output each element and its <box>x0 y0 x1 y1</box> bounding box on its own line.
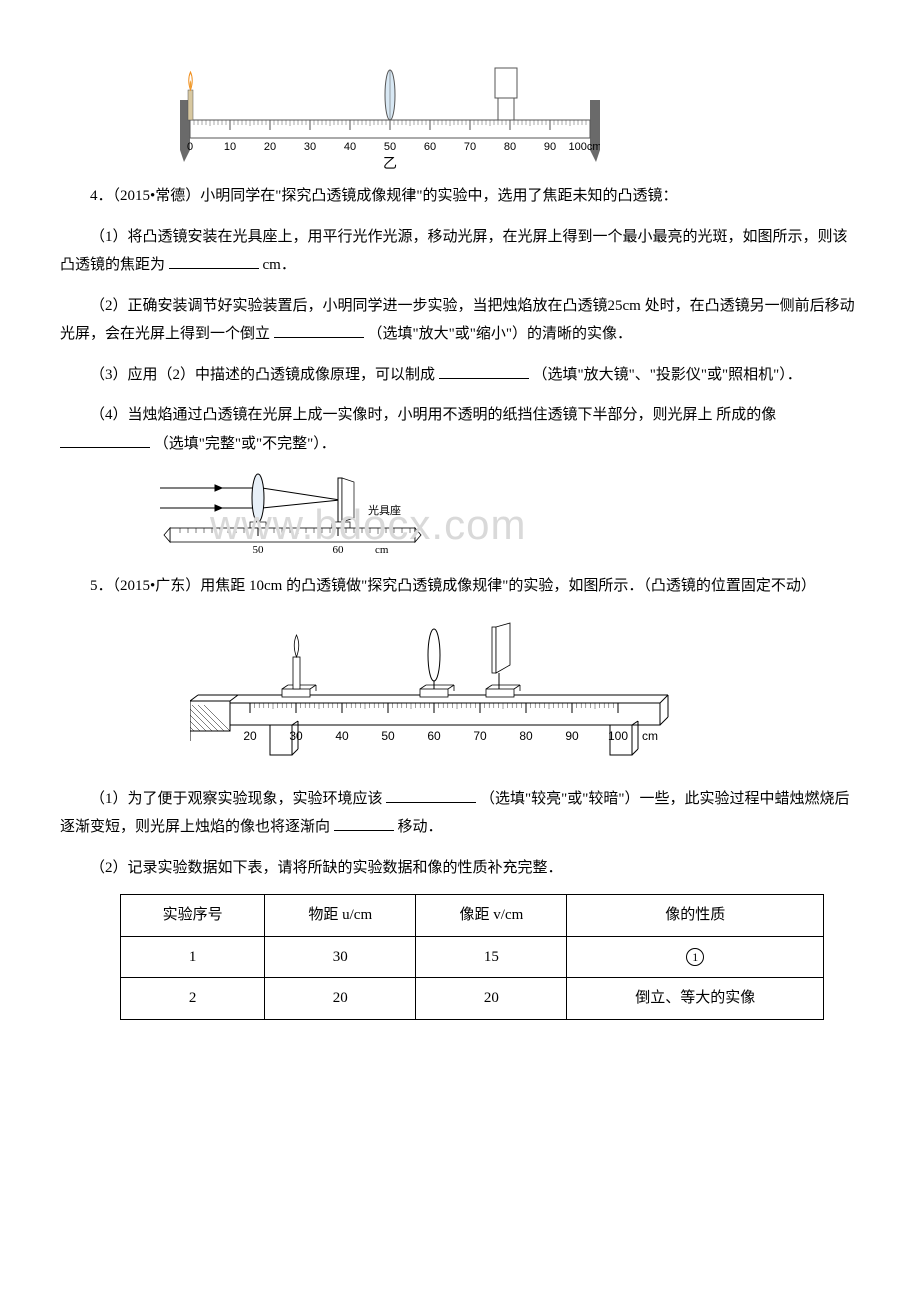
q4-p2: （2）正确安装调节好实验装置后，小明同学进一步实验，当把烛焰放在凸透镜25cm … <box>60 292 860 349</box>
table-header-row: 实验序号 物距 u/cm 像距 v/cm 像的性质 <box>121 895 824 937</box>
unit-cm: cm <box>642 729 658 743</box>
q4-p3-text-a: （3）应用（2）中描述的凸透镜成像原理，可以制成 <box>90 367 435 383</box>
lens-icon <box>385 70 395 120</box>
tick-60: 60 <box>427 729 441 743</box>
q4-p1: （1）将凸透镜安装在光具座上，用平行光作光源，移动光屏，在光屏上得到一个最小最亮… <box>60 223 860 280</box>
col-seq: 实验序号 <box>121 895 265 937</box>
table-row: 2 20 20 倒立、等大的实像 <box>121 978 824 1020</box>
cell-u-1: 30 <box>265 936 416 978</box>
tick-80: 80 <box>504 141 516 153</box>
cell-nature-1[interactable]: 1 <box>567 936 824 978</box>
cell-v-2: 20 <box>416 978 567 1020</box>
candle-icon <box>282 635 316 697</box>
blank-image-size[interactable] <box>274 322 364 338</box>
tick-50: 50 <box>253 544 265 556</box>
tick-30: 30 <box>289 729 303 743</box>
blank-device[interactable] <box>439 363 529 379</box>
unit-cm: cm <box>375 544 389 556</box>
tick-10: 10 <box>224 141 236 153</box>
q4-p3: （3）应用（2）中描述的凸透镜成像原理，可以制成 （选填"放大镜"、"投影仪"或… <box>60 361 860 390</box>
blank-complete[interactable] <box>60 432 150 448</box>
candle-icon <box>188 72 193 120</box>
cell-nature-2: 倒立、等大的实像 <box>567 978 824 1020</box>
blank-focal-length[interactable] <box>169 253 259 269</box>
cell-seq-2: 2 <box>121 978 265 1020</box>
q4-p3-text-b: （选填"放大镜"、"投影仪"或"照相机"）． <box>533 367 802 383</box>
blank-environment[interactable] <box>386 787 476 803</box>
screen-icon <box>486 623 520 697</box>
q4-heading: 4．（2015•常德）小明同学在"探究凸透镜成像规律"的实验中，选用了焦距未知的… <box>60 182 860 211</box>
tick-40: 40 <box>335 729 349 743</box>
tick-90: 90 <box>565 729 579 743</box>
cell-seq-1: 1 <box>121 936 265 978</box>
screen-icon <box>495 68 517 120</box>
tick-20: 20 <box>264 141 276 153</box>
experiment-data-table: 实验序号 物距 u/cm 像距 v/cm 像的性质 1 30 15 1 2 20… <box>120 894 824 1020</box>
tick-30: 30 <box>304 141 316 153</box>
col-u: 物距 u/cm <box>265 895 416 937</box>
fig1-label: 乙 <box>383 156 397 170</box>
tick-60: 60 <box>333 544 345 556</box>
tick-80: 80 <box>519 729 533 743</box>
optical-bench-fig-3: 20 30 40 50 60 70 80 90 100 cm <box>190 613 670 773</box>
q4-p4-text-a: （4）当烛焰通过凸透镜在光屏上成一实像时，小明用不透明的纸挡住透镜下半部分，则光… <box>90 407 776 423</box>
tick-60: 60 <box>424 141 436 153</box>
q5-p2: （2）记录实验数据如下表，请将所缺的实验数据和像的性质补充完整． <box>60 854 860 883</box>
q5-p1-text-c: 移动． <box>398 819 443 835</box>
screen-icon <box>332 478 354 528</box>
lens-icon <box>420 629 454 697</box>
blank-direction[interactable] <box>334 815 394 831</box>
tick-50: 50 <box>381 729 395 743</box>
cell-u-2: 20 <box>265 978 416 1020</box>
q5-heading: 5．（2015•广东）用焦距 10cm 的凸透镜做"探究凸透镜成像规律"的实验，… <box>60 572 860 601</box>
table-row: 1 30 15 1 <box>121 936 824 978</box>
tick-70: 70 <box>464 141 476 153</box>
lens-icon <box>252 474 264 522</box>
q5-p1-text-a: （1）为了便于观察实验现象，实验环境应该 <box>90 791 383 807</box>
cell-v-1: 15 <box>416 936 567 978</box>
q4-p2-text-b: （选填"放大"或"缩小"）的清晰的实像． <box>368 326 633 342</box>
optical-bench-fig-2: 光具座 50 60 cm <box>160 470 430 560</box>
tick-70: 70 <box>473 729 487 743</box>
col-nature: 像的性质 <box>567 895 824 937</box>
tick-90: 90 <box>544 141 556 153</box>
tick-100: 100cm <box>568 141 600 153</box>
optical-bench-fig-1: 0 10 20 30 40 50 60 70 80 90 100cm 乙 <box>180 50 600 170</box>
fig2-label: 光具座 <box>368 503 401 517</box>
q4-p4: （4）当烛焰通过凸透镜在光屏上成一实像时，小明用不透明的纸挡住透镜下半部分，则光… <box>60 401 860 458</box>
col-v: 像距 v/cm <box>416 895 567 937</box>
tick-100: 100 <box>608 729 628 743</box>
tick-40: 40 <box>344 141 356 153</box>
q5-p1: （1）为了便于观察实验现象，实验环境应该 （选填"较亮"或"较暗"）一些，此实验… <box>60 785 860 842</box>
tick-0: 0 <box>187 141 193 153</box>
q4-p1-text-b: cm． <box>263 257 296 273</box>
q4-p4-text-b: （选填"完整"或"不完整"）． <box>154 436 336 452</box>
tick-50: 50 <box>384 141 396 153</box>
tick-20: 20 <box>243 729 257 743</box>
circled-1-icon: 1 <box>686 948 704 966</box>
